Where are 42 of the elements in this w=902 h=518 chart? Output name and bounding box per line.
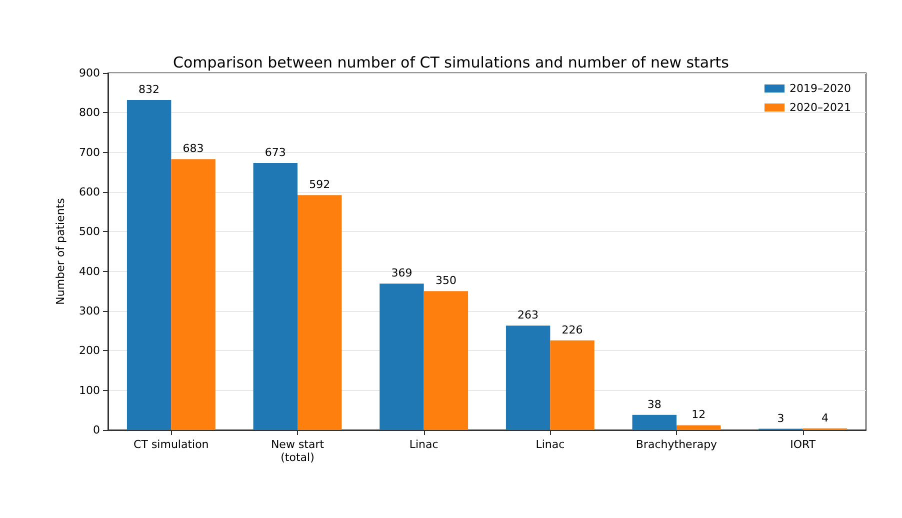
data-label: 12 xyxy=(692,408,706,422)
bar xyxy=(126,100,172,430)
y-tick-label: 200 xyxy=(79,344,100,358)
x-tick-label: Brachytherapy xyxy=(636,438,718,451)
x-tick-label: CT simulation xyxy=(134,438,209,451)
y-tick-label: 100 xyxy=(79,384,100,397)
data-label: 263 xyxy=(518,308,539,322)
data-label: 226 xyxy=(562,323,583,336)
data-label: 38 xyxy=(647,398,662,411)
bar xyxy=(506,326,550,430)
bar xyxy=(298,195,342,430)
y-tick-label: 300 xyxy=(79,304,100,318)
x-tick-label: Linac xyxy=(536,438,565,451)
x-tick-label: IORT xyxy=(790,438,816,451)
data-label: 3 xyxy=(777,412,784,425)
chart-title: Comparison between number of CT simulations and number of new starts xyxy=(173,54,730,72)
x-tick-label: Linac xyxy=(409,438,438,451)
y-tick-label: 400 xyxy=(79,264,100,278)
bar xyxy=(380,284,424,430)
bar xyxy=(632,414,676,430)
y-tick-label: 900 xyxy=(79,66,100,80)
data-label: 4 xyxy=(821,411,828,424)
bar xyxy=(171,159,216,430)
data-label: 832 xyxy=(138,82,160,96)
y-tick-label: 0 xyxy=(93,424,100,436)
y-tick-label: 500 xyxy=(79,225,100,238)
data-label: 350 xyxy=(435,274,456,288)
data-label: 673 xyxy=(264,146,286,160)
bar xyxy=(676,425,721,430)
y-tick-label: 600 xyxy=(79,186,100,198)
bar xyxy=(550,340,594,430)
legend-label: 2020–2021 xyxy=(790,101,852,114)
y-tick-label: 700 xyxy=(79,146,100,159)
y-tick-label: 800 xyxy=(79,106,100,120)
y-axis-title: Number of patients xyxy=(54,198,67,305)
data-label: 369 xyxy=(391,266,412,280)
x-tick-label: New start (total) xyxy=(270,438,325,464)
data-label: 592 xyxy=(309,178,330,192)
bar xyxy=(253,163,298,430)
data-label: 683 xyxy=(182,142,204,156)
bar xyxy=(424,291,468,430)
legend-label: 2019–2020 xyxy=(790,82,852,95)
